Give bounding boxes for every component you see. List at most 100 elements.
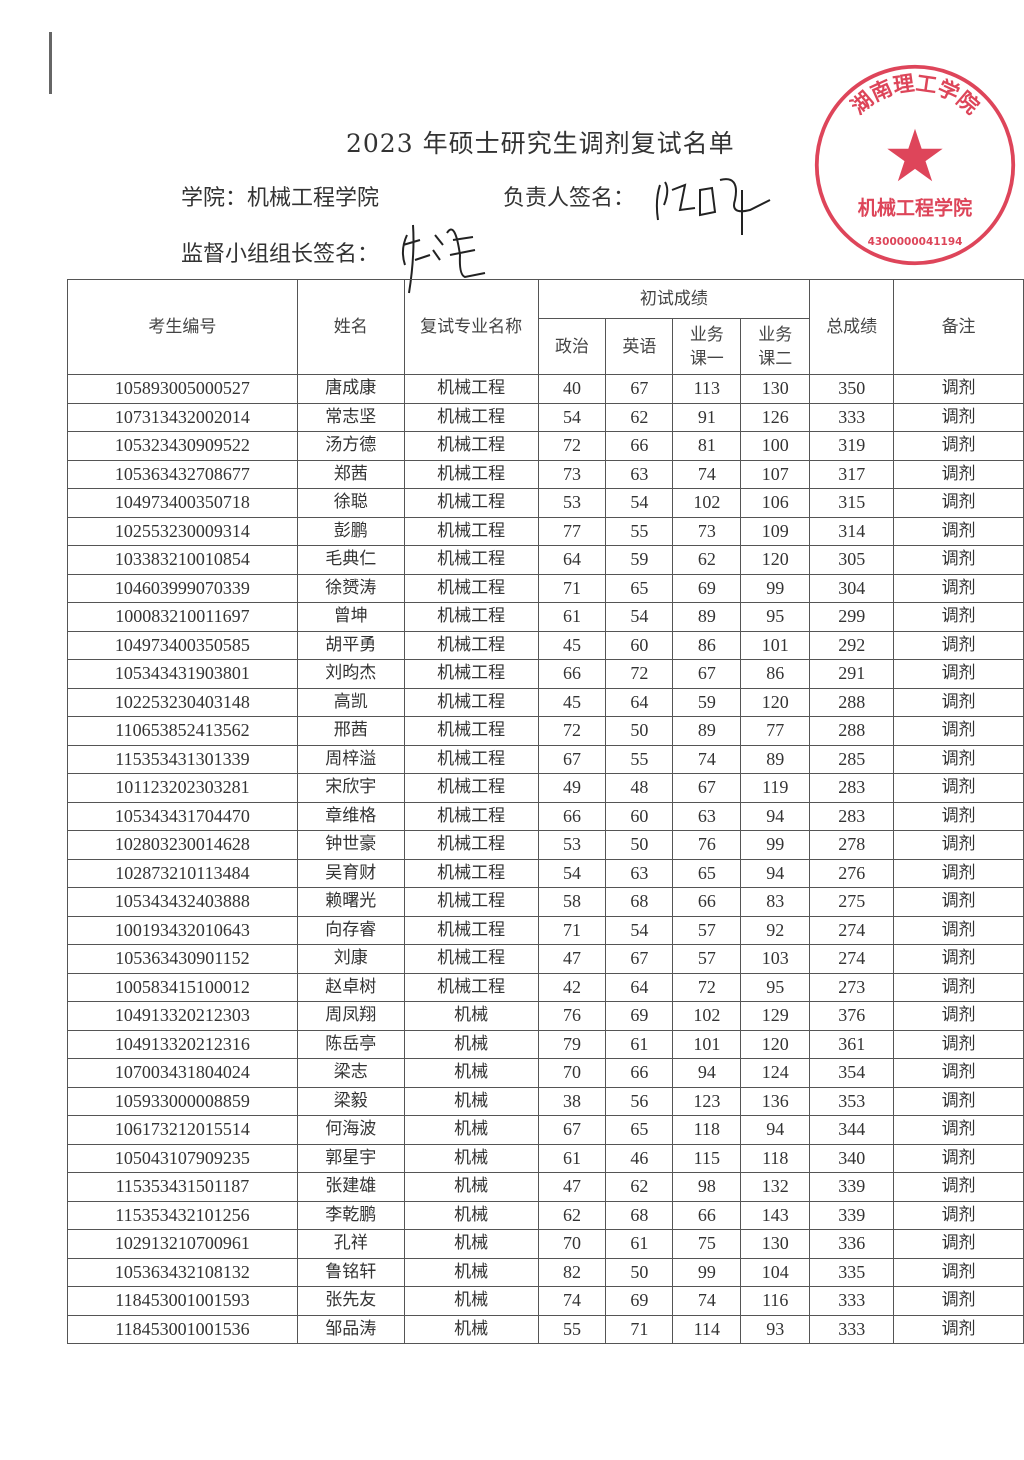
cell-course1: 81 (672, 431, 742, 461)
cell-remark: 调剂 (893, 488, 1024, 518)
cell-total: 274 (809, 915, 895, 945)
cell-total: 315 (809, 488, 895, 518)
cell-major: 机械工程 (403, 716, 539, 746)
cell-remark: 调剂 (893, 1257, 1024, 1287)
cell-total: 339 (809, 1172, 895, 1202)
cell-name: 周凤翔 (296, 1001, 405, 1031)
cell-id: 103383210010854 (67, 545, 298, 575)
cell-politics: 53 (537, 488, 607, 518)
cell-english: 54 (605, 602, 674, 632)
cell-politics: 72 (537, 716, 607, 746)
cell-english: 72 (605, 659, 674, 689)
cell-course2: 132 (740, 1172, 811, 1202)
cell-name: 张先友 (296, 1286, 405, 1316)
table-row: 101123202303281 宋欣宇 机械工程 49 48 67 119 283 调剂 (67, 773, 1024, 803)
cell-course1: 57 (672, 944, 742, 974)
cell-english: 54 (605, 488, 674, 518)
cell-politics: 82 (537, 1257, 607, 1287)
cell-id: 110653852413562 (67, 716, 298, 746)
cell-major: 机械工程 (403, 972, 539, 1002)
cell-course2: 94 (740, 1115, 811, 1145)
cell-remark: 调剂 (893, 887, 1024, 917)
table-row: 107003431804024 梁志 机械 70 66 94 124 354 调剂 (67, 1058, 1024, 1088)
cell-politics: 71 (537, 915, 607, 945)
cell-total: 353 (809, 1086, 895, 1116)
table-row: 105363432708677 郑茜 机械工程 73 63 74 107 317 调剂 (67, 459, 1024, 489)
cell-course2: 136 (740, 1086, 811, 1116)
svg-text:机械工程学院: 机械工程学院 (858, 197, 972, 220)
cell-name: 赖曙光 (296, 887, 405, 917)
table-row: 102253230403148 高凯 机械工程 45 64 59 120 288 调剂 (67, 687, 1024, 717)
table-row: 102873210113484 吴育财 机械工程 54 63 65 94 276 调剂 (67, 858, 1024, 888)
responsible-signature (655, 178, 771, 235)
cell-remark: 调剂 (893, 402, 1024, 432)
cell-major: 机械 (403, 1143, 539, 1173)
cell-name: 梁志 (296, 1058, 405, 1088)
cell-total: 299 (809, 602, 895, 632)
cell-total: 288 (809, 687, 895, 717)
table-row: 100193432010643 向存睿 机械工程 71 54 57 92 274 调剂 (67, 915, 1024, 945)
table-row: 103383210010854 毛典仁 机械工程 64 59 62 120 305 调剂 (67, 545, 1024, 575)
cell-total: 273 (809, 972, 895, 1002)
cell-course1: 98 (672, 1172, 742, 1202)
cell-course1: 102 (672, 488, 742, 518)
cell-id: 104913320212316 (67, 1029, 298, 1059)
cell-id: 106173212015514 (67, 1115, 298, 1145)
cell-course2: 120 (740, 687, 811, 717)
table-row: 105323430909522 汤方德 机械工程 72 66 81 100 319 调剂 (67, 431, 1024, 461)
cell-english: 50 (605, 1257, 674, 1287)
cell-id: 104913320212303 (67, 1001, 298, 1031)
cell-course1: 73 (672, 516, 742, 546)
table-row: 102553230009314 彭鹏 机械工程 77 55 73 109 314 调剂 (67, 516, 1024, 546)
cell-politics: 47 (537, 944, 607, 974)
header-major: 复试专业名称 (403, 279, 539, 375)
cell-remark: 调剂 (893, 1200, 1024, 1230)
cell-english: 54 (605, 915, 674, 945)
cell-major: 机械工程 (403, 602, 539, 632)
cell-major: 机械 (403, 1257, 539, 1287)
cell-total: 276 (809, 858, 895, 888)
cell-politics: 40 (537, 374, 607, 404)
cell-id: 118453001001593 (67, 1286, 298, 1316)
cell-id: 105343431903801 (67, 659, 298, 689)
cell-politics: 42 (537, 972, 607, 1002)
supervisor-signature (401, 224, 486, 294)
table-row: 105933000008859 梁毅 机械 38 56 123 136 353 调剂 (67, 1086, 1024, 1116)
cell-total: 317 (809, 459, 895, 489)
cell-major: 机械工程 (403, 801, 539, 831)
cell-politics: 61 (537, 602, 607, 632)
cell-remark: 调剂 (893, 602, 1024, 632)
cell-course2: 92 (740, 915, 811, 945)
cell-id: 105343431704470 (67, 801, 298, 831)
cell-english: 65 (605, 1115, 674, 1145)
cell-english: 64 (605, 972, 674, 1002)
cell-remark: 调剂 (893, 459, 1024, 489)
cell-remark: 调剂 (893, 1058, 1024, 1088)
cell-politics: 67 (537, 1115, 607, 1145)
cell-id: 118453001001536 (67, 1314, 298, 1344)
cell-remark: 调剂 (893, 1143, 1024, 1173)
cell-remark: 调剂 (893, 1229, 1024, 1259)
cell-remark: 调剂 (893, 431, 1024, 461)
cell-total: 350 (809, 374, 895, 404)
cell-course1: 69 (672, 573, 742, 603)
cell-course2: 86 (740, 659, 811, 689)
cell-remark: 调剂 (893, 944, 1024, 974)
cell-course1: 102 (672, 1001, 742, 1031)
cell-politics: 45 (537, 687, 607, 717)
table-row: 104913320212316 陈岳亭 机械 79 61 101 120 361 调剂 (67, 1029, 1024, 1059)
table-row: 115353432101256 李乾鹏 机械 62 68 66 143 339 调剂 (67, 1200, 1024, 1230)
cell-name: 吴育财 (296, 858, 405, 888)
cell-name: 周梓溢 (296, 744, 405, 774)
cell-course1: 63 (672, 801, 742, 831)
cell-major: 机械工程 (403, 858, 539, 888)
cell-name: 邢茜 (296, 716, 405, 746)
cell-name: 彭鹏 (296, 516, 405, 546)
cell-total: 354 (809, 1058, 895, 1088)
cell-course1: 74 (672, 744, 742, 774)
cell-english: 61 (605, 1229, 674, 1259)
table-row: 106173212015514 何海波 机械 67 65 118 94 344 调剂 (67, 1115, 1024, 1145)
cell-total: 344 (809, 1115, 895, 1145)
header-remark: 备注 (893, 279, 1024, 375)
header-id: 考生编号 (67, 279, 298, 375)
